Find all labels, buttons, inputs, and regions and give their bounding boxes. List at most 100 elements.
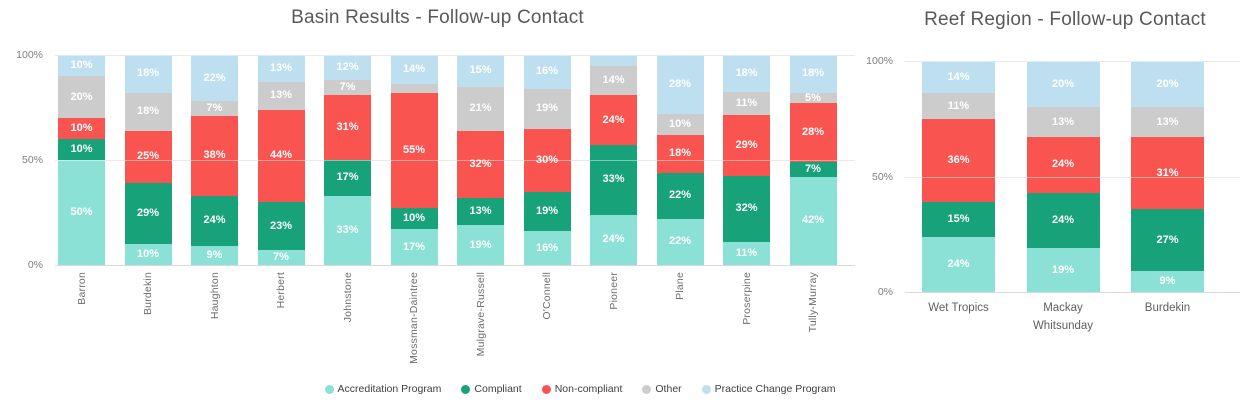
legend-label: Accreditation Program [337,383,442,395]
bar-segment: 11% [922,93,995,119]
legend-item: Other [642,383,682,395]
bar-segment-label: 15% [947,212,970,225]
bar-segment-label: 20% [1051,77,1075,90]
legend-label: Other [655,383,682,395]
bar-segment: 13% [1131,107,1204,138]
bar-segment: 19% [457,225,504,265]
bar-segment: 22% [191,55,238,102]
bar-segment-label: 17% [402,240,426,253]
bar-tully-murray: 42% 7% 28% 5% 18% [789,55,837,265]
reef-chart-bars: 24% 15% 36% 11% 14% 19% 24% 24% 13% 20% 9% 27% 31% 13… [905,61,1240,292]
bar-segment-label: 7% [805,162,821,175]
bar-segment: 50% [58,160,105,265]
y-tick-label: 100% [16,49,43,61]
bar-segment: 31% [1131,137,1204,209]
bar-segment-label: 31% [1156,166,1179,179]
x-tick-label-text: Plane [674,272,686,300]
y-tick-label: 0% [877,286,893,298]
bar-segment-label: 14% [402,63,426,76]
bar-segment: 55% [390,92,438,209]
bar-segment-label: 21% [469,102,492,115]
legend-item: Accreditation Program [324,383,442,395]
bar-segment-label: 42% [801,214,825,227]
bar-segment-label: 18% [136,105,160,118]
bar-proserpine: 11% 32% 29% 11% 18% [723,55,770,265]
gridline-overlay [905,61,1240,62]
bar-segment: 18% [789,55,837,93]
bar-segment: 11% [723,242,770,265]
bar-segment-label: 10% [70,122,93,134]
bar-segment [590,55,637,66]
bar-segment-label: 13% [269,62,293,75]
gridline [55,160,855,161]
x-tick-label-text: Johnstone [341,272,354,323]
bar-wet-tropics: 24% 15% 36% 11% 14% [922,61,995,292]
bar-segment-label: 25% [136,150,160,163]
bar-segment: 10% [390,208,438,230]
basin-chart-x-axis: Barron Burdekin Haughton Herbert Johnstone Mo… [55,272,855,377]
bar-segment: 16% [523,55,571,89]
bar-segment: 21% [457,86,504,131]
bar-segment-label: 11% [735,97,758,110]
bar-segment: 24% [191,195,238,247]
bar-segment: 14% [922,61,995,94]
bar-segment-label: 28% [801,126,825,139]
y-tick-label: 50% [871,170,893,183]
bar-segment-label: 19% [535,204,559,217]
bar-segment: 13% [1026,107,1100,138]
basin-chart-plot-area: 50% 10% 10% 20% 10% 10% 29% 25% 18% 18% 9% 24% 38% 7%… [55,55,855,266]
x-tick-label: Plane [657,272,704,377]
x-tick-label-text: Haughton [208,272,221,320]
bar-burdekin: 9% 27% 31% 13% 20% [1131,61,1204,292]
bar-segment-label: 10% [70,59,93,71]
bar-segment-label: 13% [269,89,293,102]
bar-segment: 15% [922,201,995,237]
bar-segment: 24% [1026,192,1100,249]
bar-segment-label: 11% [947,99,970,112]
bar-segment-label: 7% [339,81,356,94]
bar-segment: 13% [457,197,504,226]
bar-segment: 24% [590,94,637,146]
bar-segment: 20% [58,76,105,118]
bar-segment: 19% [523,191,571,232]
bar-segment-label: 38% [203,149,226,162]
x-tick-label: Johnstone [324,272,371,377]
bar-segment: 20% [1131,61,1204,108]
reef-chart-y-axis: 0% 50% 100% [850,55,898,298]
bar-segment-label: 16% [535,65,559,78]
legend-swatch-icon [461,384,471,394]
y-tick-label: 0% [27,259,43,271]
bar-segment: 7% [257,250,305,265]
bar-segment-label: 24% [1051,213,1075,226]
bar-segment-label: 24% [203,214,226,227]
basin-chart-y-axis: 0% 50% 100% [0,49,48,271]
bar-segment-label: 28% [668,77,692,90]
gridline-overlay [905,176,1240,178]
basin-chart-title: Basin Results - Follow-up Contact [291,7,584,28]
bar-segment-label: 22% [203,71,226,84]
bar-segment: 29% [723,115,770,176]
bar-segment: 38% [191,115,238,196]
bar-segment: 5% [789,91,837,104]
bar-herbert: 7% 23% 44% 13% 13% [257,55,305,265]
bar-segment-label: 18% [668,147,692,160]
bar-segment-label: 5% [805,91,821,104]
bar-segment: 7% [191,101,238,116]
bar-segment-label: 24% [1051,158,1075,171]
bar-segment-label: 17% [336,171,359,184]
bar-segment-label: 15% [469,64,492,77]
bar-segment: 18% [723,55,770,93]
bar-segment: 10% [58,55,105,76]
basin-chart-bars: 50% 10% 10% 20% 10% 10% 29% 25% 18% 18% 9% 24% 38% 7%… [55,55,855,265]
legend-swatch-icon [701,384,711,394]
bar-segment: 13% [257,55,305,83]
bar-segment-label: 22% [668,235,692,248]
bar-segment: 22% [656,218,704,265]
bar-segment-label: 19% [535,102,559,115]
x-tick-label: Wet Tropics [928,302,989,314]
bar-segment-label: 32% [469,157,492,170]
x-tick-label-text: O'Connell [541,272,553,320]
bar-segment-label: 33% [336,223,359,236]
bar-segment-label: 19% [469,238,492,251]
legend-label: Non-compliant [554,383,623,395]
